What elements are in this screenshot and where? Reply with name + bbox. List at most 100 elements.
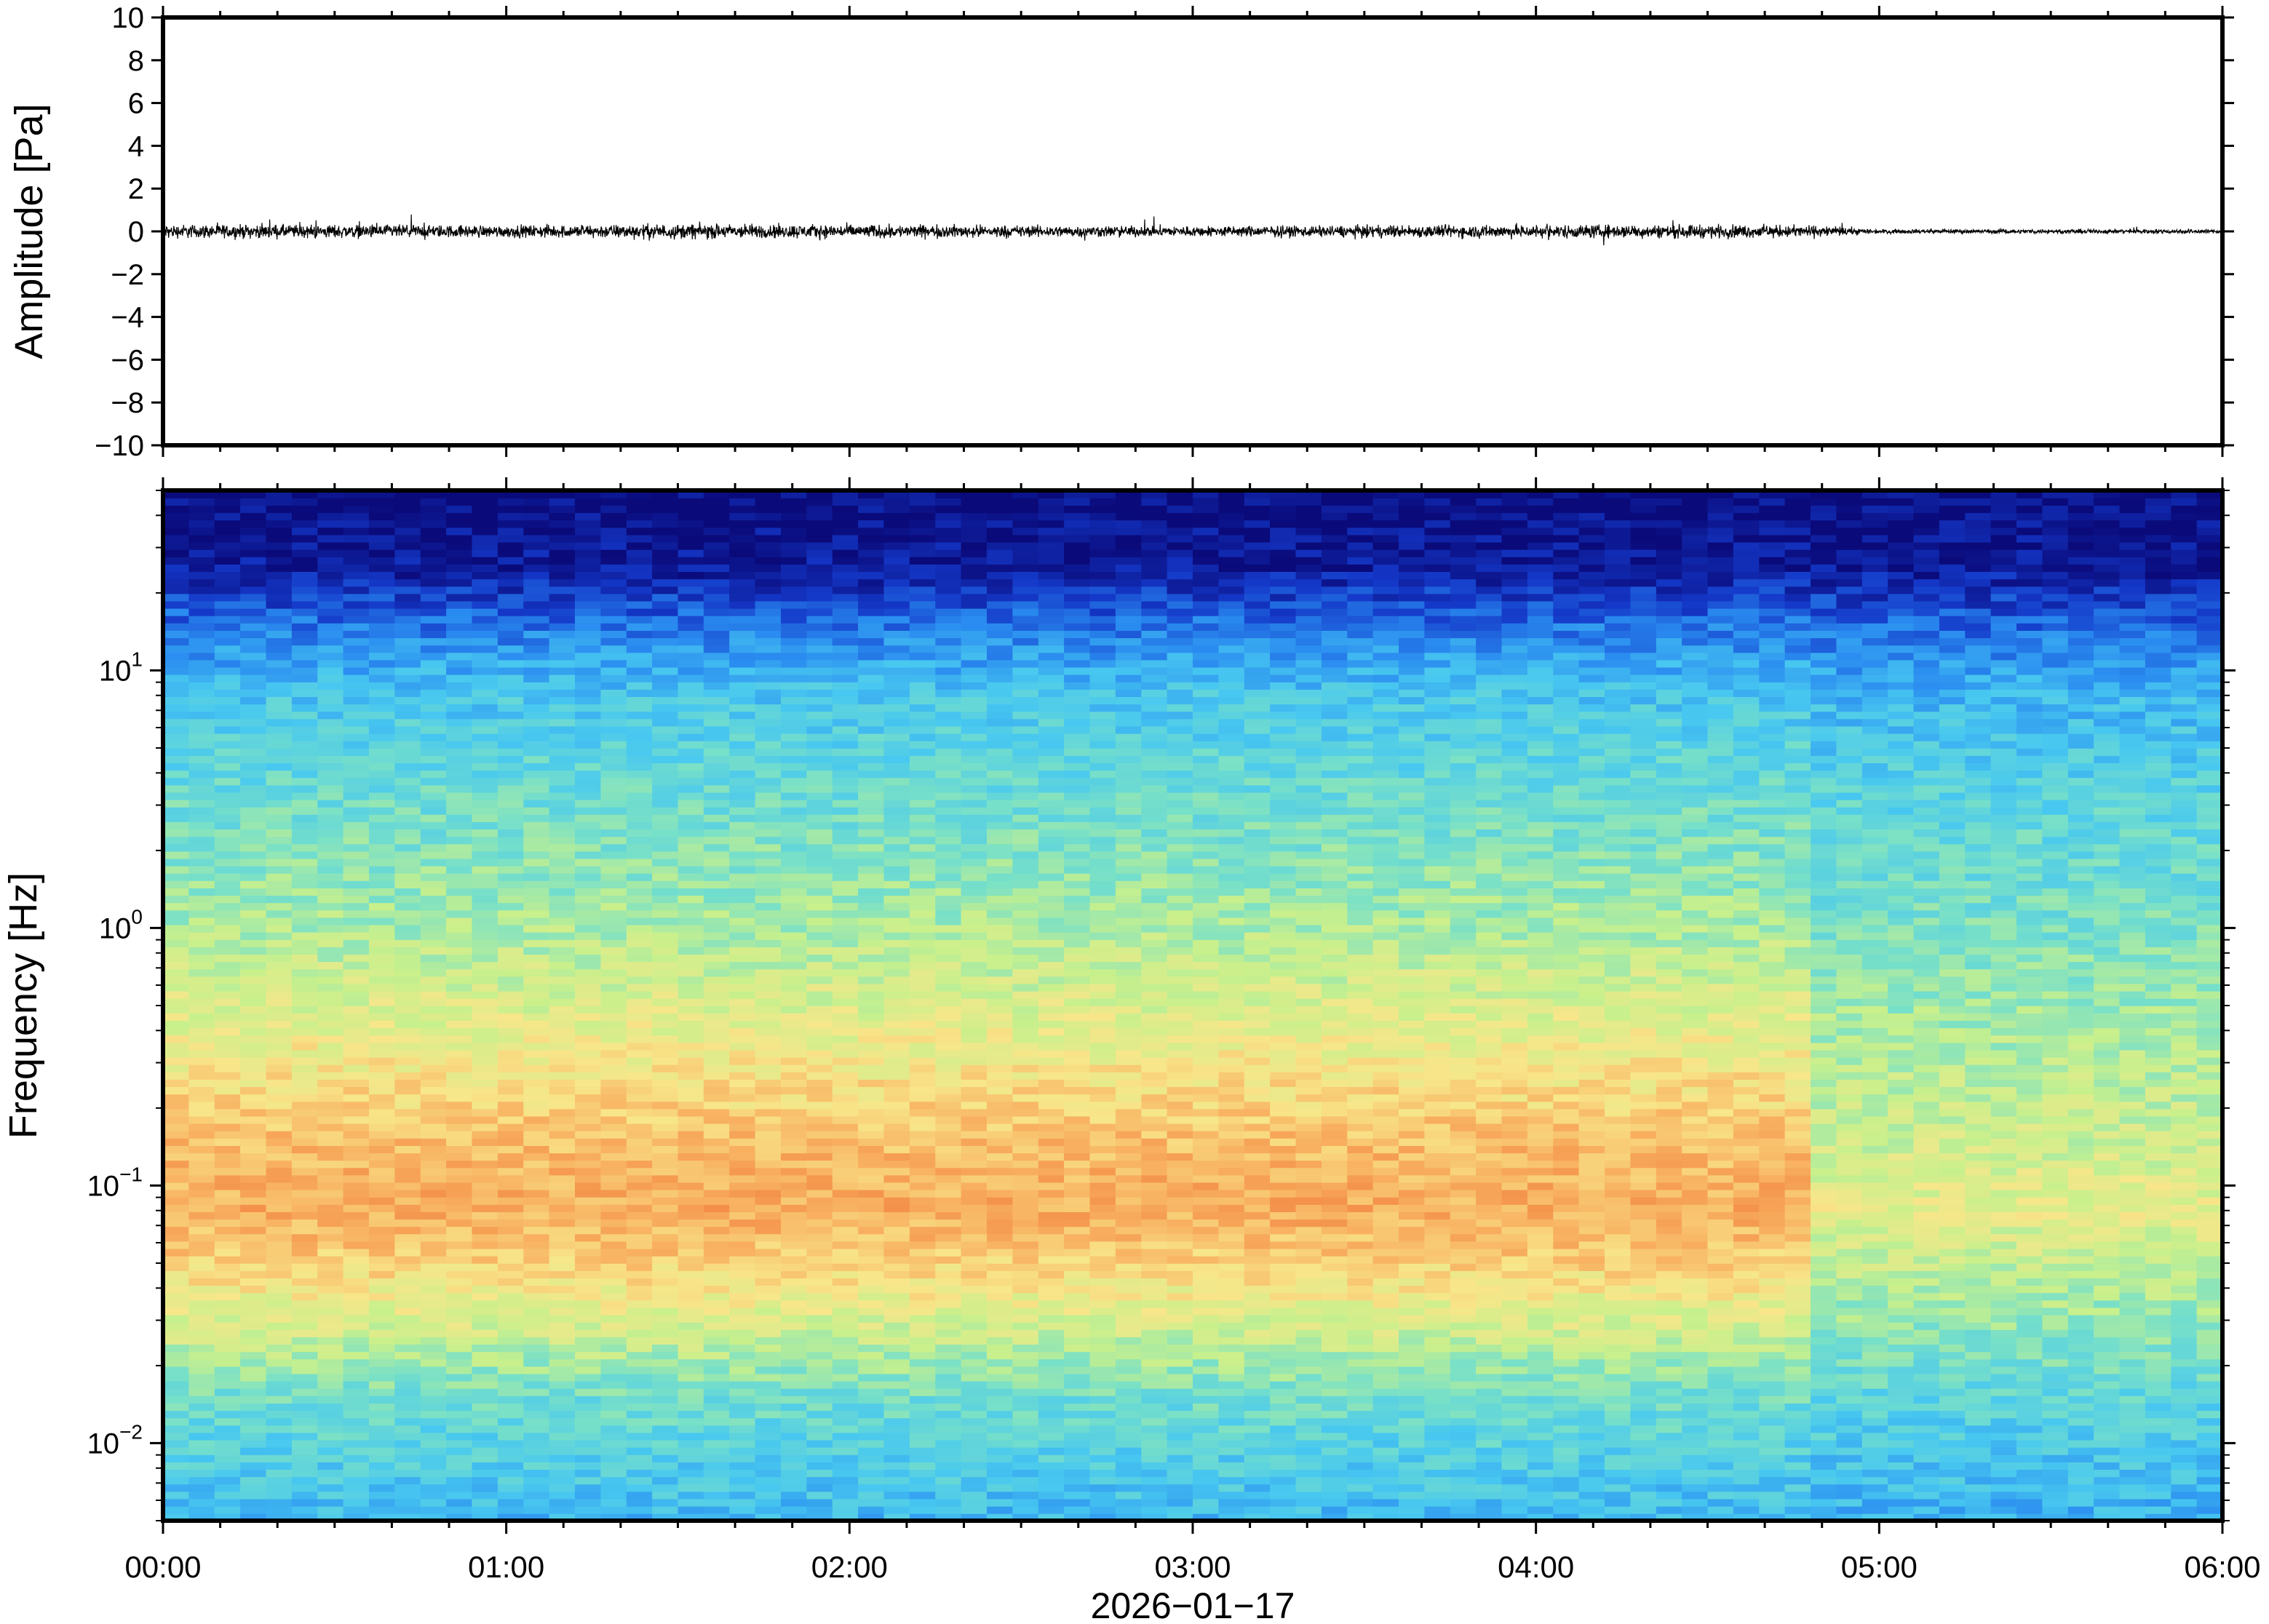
spectrogram-cell [1012, 1373, 1039, 1382]
spectrogram-cell [1527, 1358, 1554, 1367]
spectrogram-cell [1372, 1079, 1399, 1087]
spectrogram-cell [2196, 1329, 2223, 1337]
spectrogram-cell [1347, 1241, 1374, 1249]
spectrogram-cell [1630, 1410, 1657, 1419]
spectrogram-cell [2067, 1263, 2094, 1271]
spectrogram-cell [1965, 1337, 1992, 1345]
spectrogram-cell [1811, 1189, 1837, 1198]
spectrogram-cell [703, 1094, 731, 1102]
spectrogram-cell [626, 1263, 653, 1271]
spectrogram-cell [2119, 1462, 2146, 1470]
spectrogram-cell [1347, 1101, 1374, 1110]
spectrogram-cell [1193, 1189, 1220, 1198]
spectrogram-cell [1089, 1476, 1116, 1485]
spectrogram-cell [1656, 1174, 1682, 1183]
spectrogram-cell [291, 1396, 319, 1404]
spectrogram-cell [1476, 1505, 1503, 1514]
spectrogram-cell [1605, 1108, 1632, 1117]
amplitude-x-ticks [162, 6, 2224, 457]
spectrogram-cell [1399, 1476, 1426, 1485]
spectrogram-cell [1759, 1476, 1786, 1485]
spectrogram-cell [2094, 1145, 2121, 1154]
spectrogram-cell [446, 1403, 473, 1412]
spectrogram-cell [523, 1248, 550, 1257]
spectrogram-cell [909, 1417, 937, 1426]
spectrogram-cell [163, 1197, 190, 1205]
spectrogram-cell [1193, 1396, 1220, 1404]
spectrogram-cell [1089, 1329, 1116, 1337]
spectrogram-cell [755, 1410, 782, 1419]
spectrogram-cell [1064, 1174, 1091, 1183]
spectrogram-cell [163, 1321, 190, 1330]
spectrogram-cell [240, 1233, 267, 1242]
spectrogram-cell [1218, 1380, 1245, 1389]
spectrogram-cell [1089, 1153, 1116, 1161]
spectrogram-cell [1193, 1299, 1220, 1308]
spectrogram-cell [909, 1108, 937, 1117]
spectrogram-cell [1321, 1329, 1348, 1337]
spectrogram-cell [1321, 1219, 1348, 1227]
spectrogram-cell [806, 1174, 833, 1183]
spectrogram-cell [188, 1094, 215, 1102]
spectrogram-cell [832, 1219, 859, 1227]
spectrogram-cell [1295, 1138, 1322, 1146]
spectrogram-cell [626, 1241, 653, 1249]
spectrogram-cell [2171, 1094, 2198, 1102]
spectrogram-cell [523, 1204, 550, 1212]
spectrogram-cell [1295, 1292, 1322, 1301]
spectrogram-cell [1012, 1255, 1039, 1264]
spectrogram-cell [1244, 1094, 1271, 1102]
spectrogram-cell [1939, 1101, 1966, 1110]
spectrogram-cell [2171, 1484, 2198, 1492]
spectrogram-cell [1553, 1380, 1580, 1389]
spectrogram-cell [163, 1130, 190, 1139]
spectrogram-cell [961, 1241, 988, 1249]
spectrogram-cell [806, 1233, 833, 1242]
spectrogram-cell [1244, 1380, 1271, 1389]
spectrogram-cell [1218, 1153, 1245, 1161]
spectrogram-cell [266, 1219, 293, 1227]
spectrogram-cell [626, 1329, 653, 1337]
spectrogram-cell [1372, 1263, 1399, 1271]
spectrogram-cell [1167, 1270, 1193, 1278]
spectrogram-cell [1836, 1292, 1863, 1301]
spectrogram-cell [240, 1484, 267, 1492]
spectrogram-cell [1733, 1373, 1760, 1382]
spectrogram-cell [961, 1263, 988, 1271]
spectrogram-cell [1784, 1086, 1811, 1095]
spectrogram-cell [755, 1145, 782, 1154]
spectrogram-cell [1733, 1160, 1760, 1169]
spectrogram-cell [1578, 1446, 1605, 1455]
spectrogram-cell [1450, 1115, 1477, 1124]
spectrogram-cell [1167, 1285, 1193, 1294]
spectrogram-cell [935, 1197, 962, 1205]
spectrogram-cell [600, 1513, 627, 1521]
spectrogram-cell [1578, 1403, 1605, 1412]
spectrogram-cell [1424, 1292, 1451, 1301]
spectrogram-cell [909, 1138, 937, 1146]
spectrogram-cell [1501, 1410, 1528, 1419]
spectrogram-cell [1141, 1153, 1168, 1161]
spectrogram-cell [1064, 1476, 1091, 1485]
spectrogram-cell [1321, 1241, 1348, 1249]
spectrogram-cell [2042, 1115, 2069, 1124]
spectrogram-cell [1012, 1314, 1039, 1323]
spectrogram-cell [987, 1366, 1014, 1374]
spectrogram-cell [1888, 1403, 1915, 1412]
spectrogram-cell [394, 1130, 421, 1139]
spectrogram-cell [935, 1380, 962, 1389]
spectrogram-cell [2119, 1344, 2146, 1353]
spectrogram-cell [2119, 1182, 2146, 1190]
spectrogram-cell [755, 1454, 782, 1462]
spectrogram-cell [935, 1366, 962, 1374]
spectrogram-cell [317, 1446, 344, 1455]
spectrogram-cell [291, 1123, 319, 1131]
spectrogram-cell [1656, 1432, 1682, 1441]
spectrogram-cell [1424, 1145, 1451, 1154]
spectrogram-cell [369, 1425, 396, 1433]
spectrogram-cell [1476, 1219, 1503, 1227]
spectrogram-cell [1888, 1108, 1915, 1117]
spectrogram-cell [1244, 1167, 1271, 1176]
spectrogram-cell [1270, 1248, 1297, 1257]
spectrogram-cell [806, 1462, 833, 1470]
